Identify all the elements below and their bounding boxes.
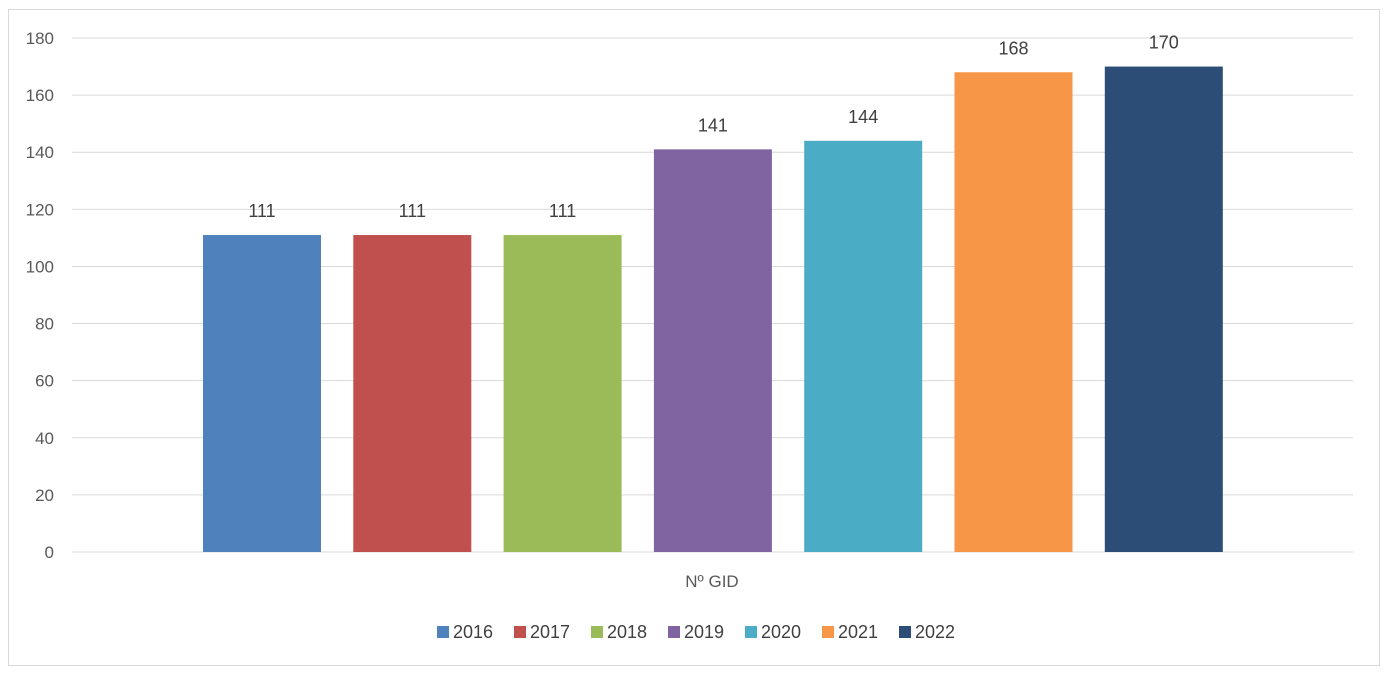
legend-label-2017: 2017: [530, 622, 570, 642]
bar-2020: [804, 140, 923, 553]
data-label-2021: 168: [998, 38, 1028, 58]
legend-swatch-2020: [745, 626, 757, 638]
data-label-2022: 170: [1149, 33, 1179, 53]
y-tick-label: 40: [35, 429, 54, 448]
y-tick-label: 20: [35, 486, 54, 505]
legend-swatch-2018: [591, 626, 603, 638]
bar-2021: [954, 72, 1073, 553]
x-axis-category-label: Nº GID: [685, 572, 738, 591]
legend-label-2019: 2019: [684, 622, 724, 642]
data-label-2020: 144: [848, 107, 878, 127]
legend-swatch-2016: [437, 626, 449, 638]
bars: [203, 66, 1223, 553]
legend-label-2020: 2020: [761, 622, 801, 642]
legend-label-2021: 2021: [838, 622, 878, 642]
legend-swatch-2022: [899, 626, 911, 638]
data-label-2016: 111: [248, 201, 275, 221]
y-tick-label: 160: [26, 86, 54, 105]
legend-label-2022: 2022: [915, 622, 955, 642]
data-label-2017: 111: [399, 201, 426, 221]
bar-2017: [353, 235, 472, 553]
data-label-2019: 141: [698, 115, 728, 135]
bar-2016: [203, 235, 321, 553]
legend-label-2018: 2018: [607, 622, 647, 642]
data-label-2018: 111: [549, 201, 576, 221]
data-labels: 111 111 111 141 144 168 170: [248, 33, 1179, 221]
y-tick-label: 100: [26, 257, 54, 276]
legend-swatch-2019: [668, 626, 680, 638]
bar-2018: [503, 235, 622, 553]
legend-swatch-2017: [514, 626, 526, 638]
y-tick-label: 80: [35, 315, 54, 334]
y-tick-label: 0: [45, 543, 54, 562]
legend: 2016 2017 2018 2019 2020 2021 2022: [437, 622, 955, 642]
y-tick-label: 140: [26, 143, 54, 162]
y-tick-label: 60: [35, 372, 54, 391]
legend-swatch-2021: [822, 626, 834, 638]
bar-2022: [1104, 66, 1223, 553]
bar-2019: [653, 149, 772, 552]
y-tick-label: 120: [26, 200, 54, 219]
legend-label-2016: 2016: [453, 622, 493, 642]
y-tick-label: 180: [26, 29, 54, 48]
y-axis-ticks: 0 20 40 60 80 100 120 140 160 180: [26, 29, 54, 562]
